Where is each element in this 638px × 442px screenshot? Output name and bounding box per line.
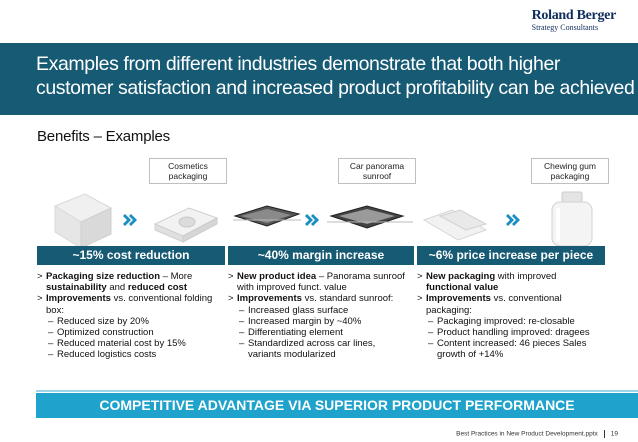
footer: Best Practices in New Product Developmen…: [456, 430, 618, 438]
cosmetics-packaging-image: [37, 172, 230, 246]
example-column-chewing-gum: Chewing gum packaging: [416, 158, 609, 248]
headline-margin-increase: ~40% margin increase: [228, 246, 414, 265]
bullet-text: Product handling improved: dragees: [437, 327, 590, 339]
tag-line: Car panorama: [349, 161, 405, 171]
tag-line: Cosmetics: [168, 161, 208, 171]
company-logo: Roland Berger Strategy Consultants: [531, 8, 617, 32]
bullet-text: Improvements: [237, 293, 302, 305]
tag-line: Chewing gum: [544, 161, 596, 171]
bullet-text: Reduced logistics costs: [57, 349, 157, 361]
example-column-sunroof: Car panorama sunroof: [227, 158, 420, 248]
arrow-icon: [305, 214, 319, 226]
column-tag: Chewing gum packaging: [531, 158, 609, 184]
bullet-item: Optimized construction: [37, 327, 220, 338]
sunroof-image: [227, 172, 420, 246]
bullet-text: Standardized across car lines, variants …: [248, 338, 376, 361]
bullet-text: Content increased: 46 pieces Sales growt…: [437, 338, 587, 361]
slide-title: Examples from different industries demon…: [36, 53, 635, 99]
bullet-text: functional value: [426, 282, 499, 294]
bullet-text: Improvements: [46, 293, 111, 305]
bullet-text: Increased glass surface: [248, 304, 349, 316]
bullet-text: sustainability: [46, 282, 107, 294]
example-column-cosmetics: Cosmetics packaging: [37, 158, 230, 248]
bullet-item: New packaging with improved functional v…: [417, 271, 602, 293]
bullet-item: Packaging size reduction – More sustaina…: [37, 271, 220, 293]
column-tag: Cosmetics packaging: [149, 158, 227, 184]
bullet-item: Improvements vs. standard sunroof:: [228, 293, 408, 304]
bullet-text: Differentiating element: [248, 327, 343, 339]
bullet-text: Increased margin by ~40%: [248, 315, 362, 327]
bullet-text: New product idea: [237, 271, 317, 282]
bullet-text: Packaging size reduction: [46, 271, 161, 282]
headline-price-increase: ~6% price increase per piece: [417, 246, 605, 265]
tag-line: packaging: [168, 171, 208, 181]
bullet-item: Reduced size by 20%: [37, 316, 220, 327]
arrow-icon: [506, 214, 520, 226]
bullet-item: Packaging improved: re-closable: [417, 316, 602, 327]
bullet-text: New packaging: [426, 271, 496, 282]
bullets-chewing-gum: New packaging with improved functional v…: [417, 271, 602, 361]
bullet-text: vs. standard sunroof:: [301, 293, 394, 305]
bullet-text: Improvements: [426, 293, 491, 305]
bullet-item: Increased glass surface: [228, 305, 408, 316]
bullet-text: Reduced material cost by 15%: [57, 338, 186, 350]
section-subtitle: Benefits – Examples: [37, 128, 170, 145]
bullet-text: reduced cost: [127, 282, 187, 294]
bullet-item: Product handling improved: dragees: [417, 327, 602, 338]
bullet-text: vs. conventional packaging:: [426, 293, 562, 316]
bullet-item: Standardized across car lines, variants …: [228, 338, 408, 360]
bullet-text: and: [106, 282, 128, 294]
headline-cost-reduction: ~15% cost reduction: [37, 246, 225, 265]
bullet-text: – More: [160, 271, 193, 282]
footer-separator: [603, 430, 605, 438]
column-tag: Car panorama sunroof: [338, 158, 416, 184]
logo-brand: Roland Berger: [531, 8, 617, 23]
arrow-icon: [123, 214, 137, 226]
footer-document-name: Best Practices in New Product Developmen…: [456, 430, 598, 438]
bullet-item: Reduced material cost by 15%: [37, 338, 220, 349]
competitive-advantage-banner: COMPETITIVE ADVANTAGE VIA SUPERIOR PRODU…: [36, 393, 638, 418]
bullet-text: Reduced size by 20%: [57, 315, 149, 327]
bullets-sunroof: New product idea – Panorama sunroof with…: [228, 271, 408, 361]
advantage-divider: [36, 390, 638, 392]
bullet-item: Reduced logistics costs: [37, 349, 220, 360]
bullet-text: with improved: [495, 271, 557, 282]
bullet-item: Differentiating element: [228, 327, 408, 338]
logo-subtitle: Strategy Consultants: [531, 23, 599, 32]
bullet-item: Increased margin by ~40%: [228, 316, 408, 327]
bullet-item: New product idea – Panorama sunroof with…: [228, 271, 408, 293]
bullets-cosmetics: Packaging size reduction – More sustaina…: [37, 271, 220, 361]
bullet-text: vs. conventional folding box:: [46, 293, 213, 316]
chewing-gum-image: [416, 172, 609, 246]
page-number: 19: [610, 430, 618, 438]
bullet-item: Improvements vs. conventional folding bo…: [37, 293, 220, 315]
bullet-text: Optimized construction: [57, 327, 154, 339]
tag-line: packaging: [550, 171, 590, 181]
title-bar: [0, 43, 638, 115]
bullet-item: Content increased: 46 pieces Sales growt…: [417, 338, 602, 360]
bullet-text: Packaging improved: re-closable: [437, 315, 575, 327]
bullet-item: Improvements vs. conventional packaging:: [417, 293, 602, 315]
bullet-text: – Panorama sunroof with improved funct. …: [237, 271, 405, 294]
tag-line: sunroof: [362, 171, 392, 181]
